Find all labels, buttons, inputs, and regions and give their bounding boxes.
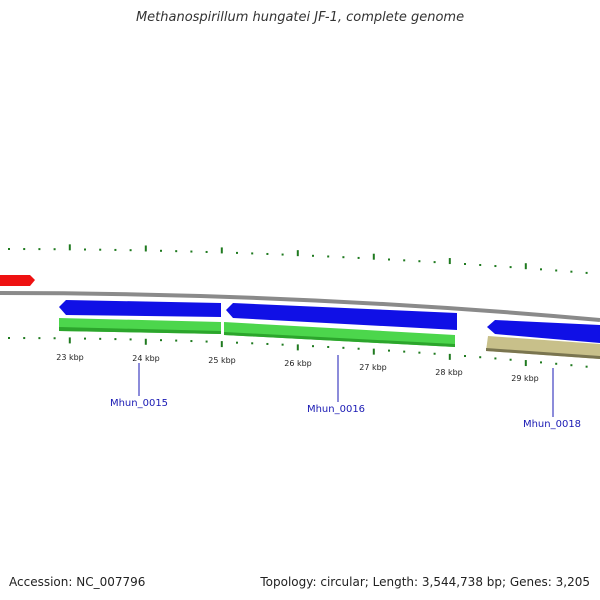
gene-bar-reverse-2-edge <box>224 332 455 347</box>
scale-tick-label: 28 kbp <box>435 368 463 377</box>
scale-tick-label: 27 kbp <box>359 363 387 372</box>
scale-tick-label: 29 kbp <box>511 374 539 383</box>
genome-backbone <box>0 291 600 322</box>
upper-scale-ticks <box>8 244 588 274</box>
gene-arrow-forward-2[interactable] <box>226 303 457 330</box>
gene-label-mhun-0015[interactable]: Mhun_0015 <box>110 398 168 409</box>
gene-label-mhun-0016[interactable]: Mhun_0016 <box>307 404 365 415</box>
genome-summary-text: Topology: circular; Length: 3,544,738 bp… <box>260 575 590 589</box>
gene-arrow-forward-1[interactable] <box>59 300 221 317</box>
accession-text: Accession: NC_007796 <box>9 575 146 589</box>
gene-label-mhun-0018[interactable]: Mhun_0018 <box>523 419 581 430</box>
scale-tick-label: 23 kbp <box>56 353 84 362</box>
gene-bar-reverse-2[interactable] <box>224 322 455 347</box>
scale-tick-label: 25 kbp <box>208 356 236 365</box>
scale-tick-label: 26 kbp <box>284 359 312 368</box>
scale-labels: 23 kbp 24 kbp 25 kbp 26 kbp 27 kbp 28 kb… <box>56 353 539 383</box>
scale-tick-label: 24 kbp <box>132 354 160 363</box>
map-title: Methanospirillum hungatei JF-1, complete… <box>135 10 465 25</box>
gene-bar-pseudo[interactable] <box>486 336 600 359</box>
gene-bar-pseudo-edge <box>486 348 600 359</box>
lower-scale-ticks <box>8 337 588 368</box>
red-feature-marker[interactable] <box>0 275 35 286</box>
gene-bar-reverse-1-edge <box>59 327 221 334</box>
gene-arrow-forward-3[interactable] <box>487 320 600 343</box>
